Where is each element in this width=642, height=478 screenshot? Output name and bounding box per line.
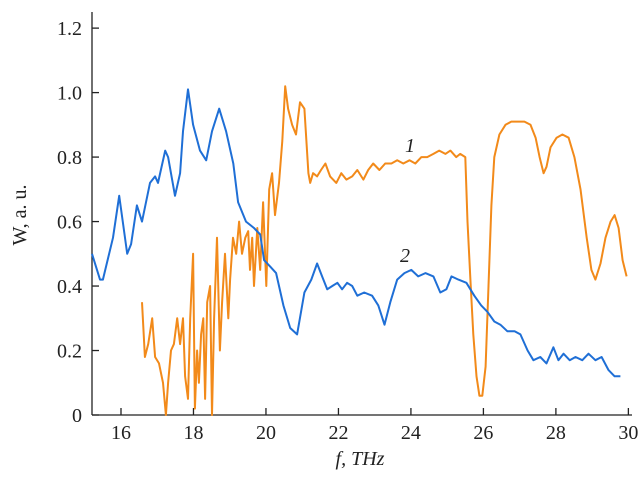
y-tick-label: 0.8 [57, 147, 82, 169]
annotation: 1 [405, 135, 415, 157]
x-tick-label: 20 [256, 422, 276, 444]
y-axis-label: W, a. u. [9, 185, 31, 246]
x-tick-label: 22 [328, 422, 348, 444]
x-tick-label: 18 [183, 422, 203, 444]
x-tick-label: 26 [473, 422, 493, 444]
y-tick-label: 0.2 [57, 341, 82, 363]
annotation: 2 [400, 245, 410, 267]
y-tick-label: 0 [72, 405, 82, 427]
series-line [141, 85, 628, 416]
series-line [91, 88, 621, 378]
y-tick-label: 0.6 [57, 212, 82, 234]
x-tick-label: 28 [546, 422, 566, 444]
y-tick-label: 1.0 [57, 83, 82, 105]
y-tick-label: 1.2 [57, 18, 82, 40]
x-tick-label: 16 [111, 422, 131, 444]
x-axis-label: f, THz [336, 448, 385, 470]
x-tick-label: 30 [618, 422, 638, 444]
x-tick-label: 24 [401, 422, 421, 444]
y-tick-label: 0.4 [57, 276, 82, 298]
